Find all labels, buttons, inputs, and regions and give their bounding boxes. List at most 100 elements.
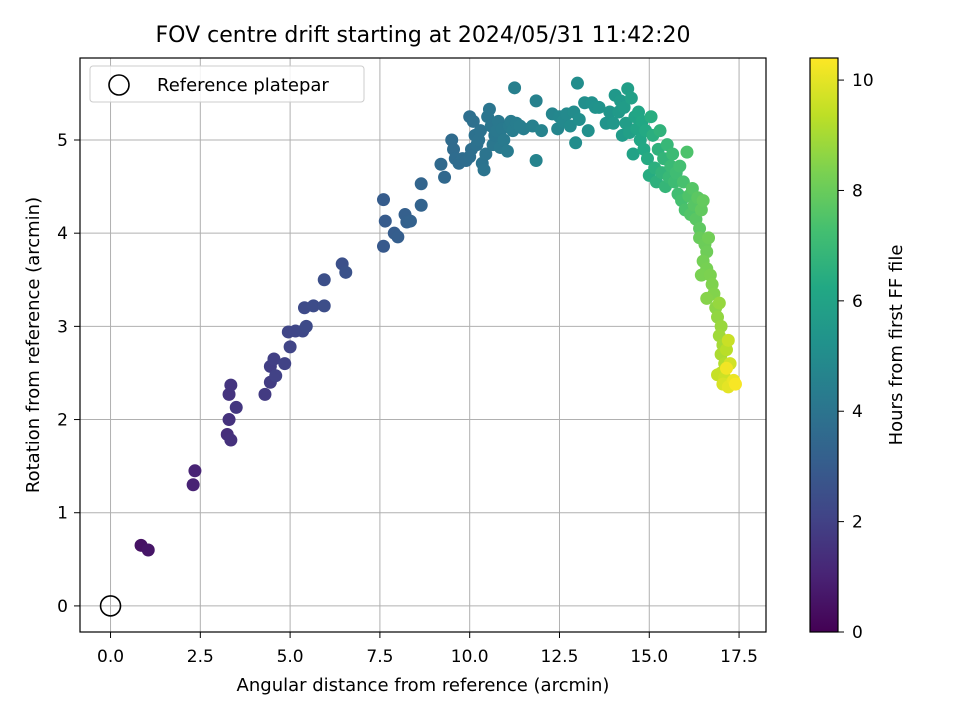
scatter-point [728,377,742,391]
scatter-point [141,543,155,557]
scatter-point [680,145,694,159]
scatter-points [134,76,742,557]
colorbar-tick-label: 8 [852,181,863,201]
colorbar-ticks: 0 2 4 6 8 10 [838,71,874,643]
scatter-point [482,102,496,116]
colorbar-tick-label: 4 [852,402,863,422]
scatter-point [403,214,417,228]
legend-marker [108,74,130,96]
legend: Reference platepar [89,65,365,103]
scatter-point [508,81,522,95]
scatter-point [592,100,606,114]
scatter-point [224,378,238,392]
legend-box [89,65,365,103]
scatter-point [644,110,658,124]
scatter-point [414,177,428,191]
scatter-point [666,147,680,161]
scatter-point [653,124,667,138]
scatter-point [603,105,617,119]
reference-marker [99,595,122,617]
scatter-point [696,194,710,208]
scatter-point [617,100,631,114]
scatter-point [529,94,543,108]
x-axis-ticks: 0.0 2.5 5.0 7.5 10.0 12.5 15.0 17.5 [97,632,758,667]
scatter-point [694,268,708,282]
x-axis-label: Angular distance from reference (arcmin) [237,675,610,696]
scatter-point [269,369,283,383]
x-tick-label: 2.5 [187,647,214,667]
colorbar-tick-label: 10 [852,71,874,91]
scatter-point [414,198,428,212]
x-tick-label: 15.0 [630,647,668,667]
scatter-point [676,175,690,189]
scatter-point [626,147,640,161]
x-tick-label: 7.5 [366,647,393,667]
scatter-point [391,230,405,244]
scatter-point [186,478,200,492]
scatter-point [339,265,353,279]
y-tick-label: 1 [57,504,68,524]
scatter-point [188,464,202,478]
scatter-point [229,400,243,414]
scatter-point [376,239,390,253]
scatter-point [702,231,716,245]
scatter-point [581,124,595,138]
scatter-point [378,214,392,228]
scatter-point [606,116,620,130]
scatter-point [224,433,238,447]
chart-title: FOV centre drift starting at 2024/05/31 … [156,23,691,48]
scatter-point [500,144,514,158]
scatter-point [477,163,491,177]
scatter-point [497,133,511,147]
scatter-point [438,170,452,184]
y-tick-label: 5 [57,131,68,151]
scatter-point [376,193,390,207]
colorbar: 0 2 4 6 8 10 Hours from first FF file [809,57,907,643]
scatter-point [640,152,654,166]
scatter-point [693,222,707,236]
y-tick-label: 3 [57,317,68,337]
x-tick-label: 17.5 [720,647,758,667]
scatter-point [535,124,549,138]
scatter-point [466,114,480,128]
scatter-point [299,319,313,333]
scatter-point [317,299,331,313]
legend-label: Reference platepar [157,75,329,96]
scatter-point [700,291,714,305]
x-tick-label: 5.0 [277,647,304,667]
scatter-point [283,340,297,354]
y-tick-label: 0 [57,597,68,617]
colorbar-label: Hours from first FF file [886,245,907,446]
scatter-point [719,361,733,375]
colorbar-tick-label: 6 [852,292,863,312]
scatter-point [572,113,586,126]
scatter-point [258,387,272,401]
scatter-point [721,333,735,347]
scatter-point [570,76,584,90]
colorbar-tick-label: 2 [852,513,863,533]
scatter-point [712,296,726,310]
x-tick-label: 12.5 [541,647,579,667]
x-tick-label: 10.0 [451,647,489,667]
scatter-point [563,119,577,133]
scatter-point [278,357,292,371]
y-axis-ticks: 0 1 2 3 4 5 [57,131,80,617]
scatter-point [529,154,543,167]
scatter-point [673,159,687,173]
y-tick-label: 2 [57,411,68,431]
scatter-point [473,124,487,138]
scatter-point [267,352,281,366]
scatter-point [317,273,331,287]
colorbar-tick-label: 0 [852,623,863,643]
scatter-point [306,299,320,313]
scatter-point [569,136,583,150]
scatter-point [624,91,638,105]
y-tick-label: 4 [57,224,68,244]
colorbar-gradient [809,57,839,633]
scatter-point [222,413,236,427]
scatter-point [479,147,493,161]
y-axis-label: Rotation from reference (arcmin) [23,197,44,493]
scatter-point [434,157,448,171]
plot-frame [79,57,767,633]
